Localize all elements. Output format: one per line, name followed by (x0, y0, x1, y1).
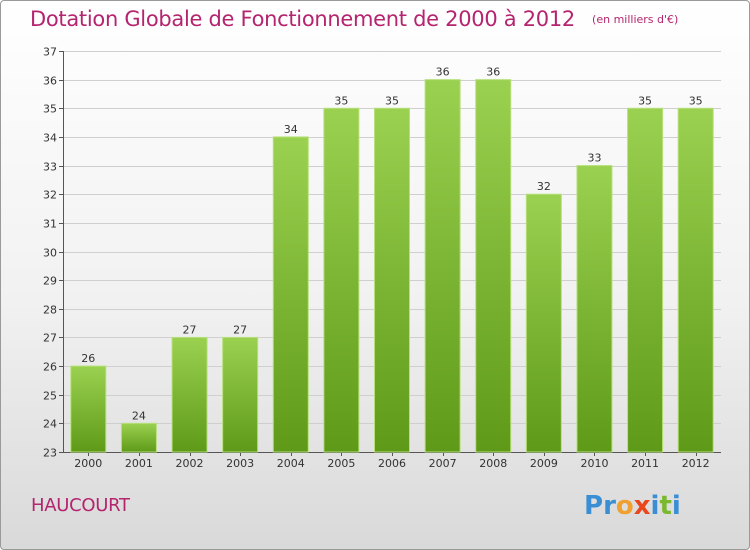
x-tick-label: 2000 (74, 457, 102, 470)
y-tick-label: 24 (43, 418, 57, 431)
bar (627, 107, 664, 453)
x-tick-label: 2006 (378, 457, 406, 470)
bar-value-label: 36 (486, 66, 500, 79)
bar-value-label: 27 (233, 323, 247, 336)
bar (272, 136, 309, 453)
y-tick-label: 34 (43, 132, 57, 145)
brand-logo: Proxiti (584, 491, 681, 521)
x-tick-label: 2001 (125, 457, 153, 470)
y-tick-label: 27 (43, 332, 57, 345)
brand-letter: o (615, 491, 634, 521)
data-labels: 26 24 27 27 34 35 35 36 36 32 33 35 35 (81, 66, 702, 423)
bar (374, 107, 410, 453)
bar-value-label: 35 (334, 94, 348, 107)
x-tick-label: 2002 (176, 457, 204, 470)
y-tick-label: 28 (43, 304, 57, 317)
bar (222, 336, 259, 453)
y-tick-label: 26 (43, 361, 57, 374)
commune-name: HAUCOURT (31, 495, 130, 516)
x-tick-label: 2004 (277, 457, 305, 470)
x-tick-label: 2010 (580, 457, 608, 470)
brand-letter: r (603, 491, 616, 521)
bar-value-label: 33 (587, 152, 601, 165)
brand-letter: i (671, 491, 681, 521)
bar (171, 336, 208, 453)
bar-value-label: 24 (132, 409, 146, 422)
brand-letter: i (650, 491, 660, 521)
bar (576, 165, 613, 453)
y-tick-label: 37 (43, 46, 57, 59)
bar (120, 422, 157, 453)
brand-letter: P (584, 491, 604, 521)
y-tick-label: 30 (43, 247, 57, 260)
bar-value-label: 35 (689, 94, 703, 107)
bar-value-label: 35 (385, 94, 399, 107)
y-tick-label: 31 (43, 218, 57, 231)
y-tick-label: 29 (43, 275, 57, 288)
title-row: Dotation Globale de Fonctionnement de 20… (30, 7, 678, 31)
chart-title: Dotation Globale de Fonctionnement de 20… (30, 7, 575, 31)
brand-letter: t (659, 491, 672, 521)
bar-value-label: 34 (284, 123, 298, 136)
y-tick-label: 23 (43, 447, 57, 460)
bar (677, 107, 714, 453)
x-tick-label: 2012 (682, 457, 710, 470)
y-tick-label: 25 (43, 390, 57, 403)
bar (70, 365, 107, 453)
x-tick-label: 2011 (631, 457, 659, 470)
bar (475, 79, 512, 453)
y-tick-label: 35 (43, 103, 57, 116)
x-tick-label: 2007 (429, 457, 457, 470)
bar-value-label: 35 (638, 94, 652, 107)
brand-letter: x (633, 491, 651, 521)
bar-value-label: 36 (436, 66, 450, 79)
bar-value-label: 32 (537, 180, 551, 193)
y-tick-label: 32 (43, 189, 57, 202)
x-tick-label: 2005 (327, 457, 355, 470)
bar (525, 193, 562, 453)
chart-subtitle: (en milliers d'€) (592, 13, 679, 26)
bar-value-label: 26 (81, 352, 95, 365)
x-tick-label: 2008 (479, 457, 507, 470)
y-tick-label: 36 (43, 75, 57, 88)
x-tick-label: 2009 (530, 457, 558, 470)
bar (424, 79, 461, 453)
bar-value-label: 27 (183, 323, 197, 336)
bars (70, 79, 714, 453)
y-tick-label: 33 (43, 161, 57, 174)
x-tick-label: 2003 (226, 457, 254, 470)
bar (323, 107, 360, 453)
